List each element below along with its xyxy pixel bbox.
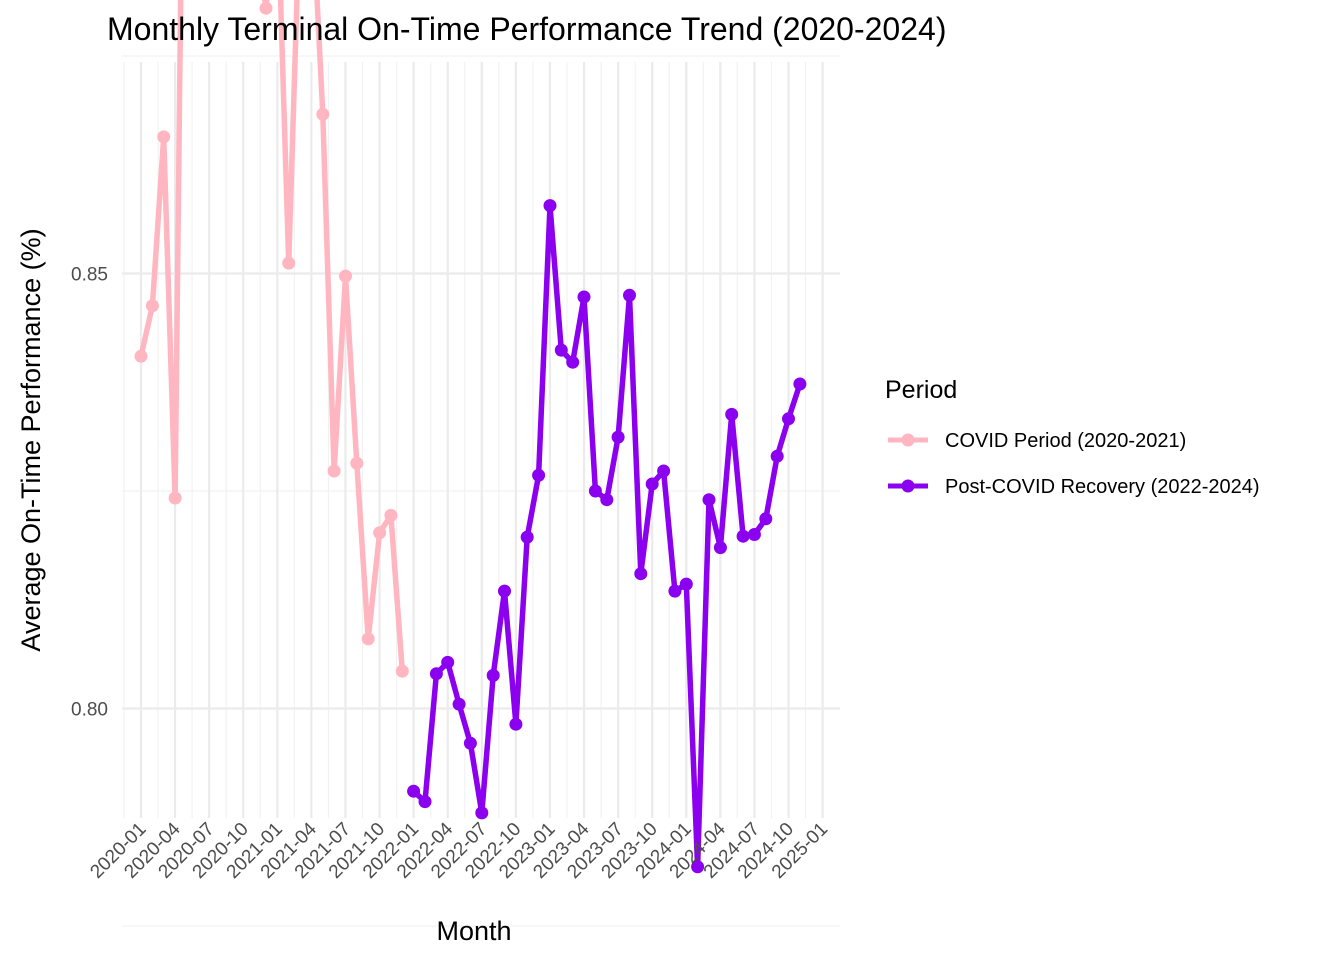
data-point bbox=[554, 343, 568, 357]
data-point bbox=[452, 697, 466, 711]
data-point bbox=[543, 199, 557, 213]
data-point bbox=[759, 512, 773, 526]
legend: Period COVID Period (2020-2021) Post-COV… bbox=[885, 376, 1260, 498]
x-axis-ticks: 2020-012020-042020-072020-102021-012021-… bbox=[86, 818, 832, 882]
data-point bbox=[702, 493, 716, 507]
data-point bbox=[588, 484, 602, 498]
data-point bbox=[441, 655, 455, 669]
legend-item-post-covid: Post-COVID Recovery (2022-2024) bbox=[888, 476, 1260, 498]
data-point bbox=[679, 577, 693, 591]
data-point bbox=[668, 584, 682, 598]
y-axis-ticks: 0.800.850.90 bbox=[71, 265, 108, 721]
data-point bbox=[327, 464, 341, 478]
data-point bbox=[532, 468, 546, 482]
data-point bbox=[475, 806, 489, 820]
data-point bbox=[373, 526, 387, 540]
data-point bbox=[770, 449, 784, 463]
series-line bbox=[138, 0, 406, 674]
data-point bbox=[725, 407, 739, 421]
data-point bbox=[520, 530, 534, 544]
legend-item-covid: COVID Period (2020-2021) bbox=[888, 430, 1186, 452]
data-point bbox=[395, 664, 409, 678]
legend-key-dot-covid bbox=[901, 433, 915, 447]
data-point bbox=[566, 355, 580, 369]
data-point bbox=[407, 784, 421, 798]
y-tick-label: 0.80 bbox=[71, 700, 108, 721]
data-point bbox=[736, 529, 750, 543]
data-point bbox=[384, 508, 398, 522]
data-point bbox=[463, 736, 477, 750]
data-point bbox=[429, 667, 443, 681]
data-point bbox=[623, 288, 636, 302]
data-point bbox=[486, 668, 500, 682]
data-point bbox=[134, 349, 148, 363]
data-point bbox=[361, 632, 375, 646]
data-point bbox=[645, 477, 659, 491]
data-point bbox=[259, 1, 273, 15]
data-point bbox=[316, 107, 330, 121]
data-point bbox=[634, 567, 648, 581]
data-point bbox=[691, 860, 705, 874]
legend-label-covid: COVID Period (2020-2021) bbox=[945, 430, 1186, 452]
x-axis-title: Month bbox=[436, 916, 511, 946]
legend-label-post-covid: Post-COVID Recovery (2022-2024) bbox=[945, 476, 1260, 498]
data-point bbox=[713, 541, 727, 555]
legend-title: Period bbox=[885, 376, 957, 404]
data-point bbox=[498, 584, 511, 598]
grid-major bbox=[122, 62, 840, 818]
chart-title: Monthly Terminal On-Time Performance Tre… bbox=[107, 11, 946, 47]
data-point bbox=[611, 430, 625, 444]
y-axis-title: Average On-Time Performance (%) bbox=[16, 228, 46, 651]
legend-key-dot-post-covid bbox=[901, 479, 915, 493]
data-point bbox=[350, 456, 364, 470]
data-point bbox=[657, 464, 671, 478]
data-point bbox=[168, 491, 182, 505]
y-tick-label: 0.85 bbox=[71, 265, 108, 286]
data-point bbox=[157, 130, 171, 144]
series-lines bbox=[138, 0, 803, 870]
data-point bbox=[509, 717, 523, 731]
data-point bbox=[747, 528, 761, 541]
data-point bbox=[600, 493, 614, 507]
data-point bbox=[282, 256, 296, 270]
data-point bbox=[577, 290, 591, 304]
series-points bbox=[134, 1, 807, 874]
data-point bbox=[145, 299, 159, 313]
data-point bbox=[782, 412, 795, 426]
data-point bbox=[793, 377, 807, 391]
data-point bbox=[339, 269, 352, 283]
data-point bbox=[418, 795, 432, 809]
